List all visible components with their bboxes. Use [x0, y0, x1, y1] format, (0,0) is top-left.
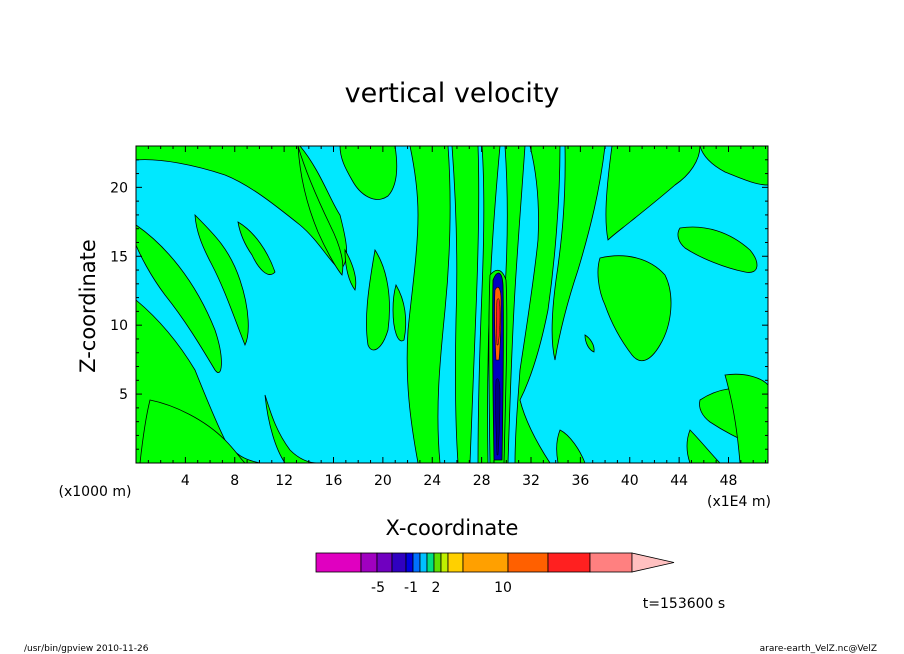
x-tick-label: 24 — [423, 473, 441, 489]
y-axis-ticks: 5 10 15 20 — [110, 159, 768, 450]
positive-region — [344, 248, 357, 291]
colorbar-segment — [507, 552, 549, 573]
x-tick-label: 16 — [325, 473, 343, 489]
colorbar-segment — [360, 552, 378, 573]
time-label: t=153600 s — [643, 596, 725, 612]
positive-region — [451, 146, 480, 463]
x-tick-label: 8 — [230, 473, 239, 489]
x-tick-label: 4 — [181, 473, 190, 489]
y-axis-label: Z-coordinate — [76, 239, 100, 373]
positive-region — [699, 146, 768, 186]
colorbar-arrow — [631, 552, 675, 573]
plot-frame — [135, 145, 769, 464]
colorbar-label-10: 10 — [494, 580, 512, 596]
colorbar-segment — [391, 552, 407, 573]
x-tick-label: 32 — [522, 473, 540, 489]
footer-right: arare-earth_VelZ.nc@VelZ — [760, 644, 877, 654]
positive-region — [136, 224, 222, 373]
x-axis-label: X-coordinate — [386, 516, 519, 540]
positive-region — [551, 146, 606, 361]
y-tick-label: 15 — [110, 249, 128, 265]
x-unit-left: (x1000 m) — [59, 484, 132, 500]
downdraft-streak — [495, 378, 501, 456]
positive-region — [556, 429, 586, 463]
colorbar-segment — [447, 552, 464, 573]
colorbar-segment — [376, 552, 393, 573]
updraft-peak — [496, 298, 501, 346]
positive-velocity-regions — [136, 146, 768, 463]
colorbar — [315, 552, 675, 573]
x-tick-label: 36 — [571, 473, 589, 489]
x-tick-label: 12 — [275, 473, 293, 489]
colorbar-segment — [412, 552, 421, 573]
y-tick-label: 10 — [110, 318, 128, 334]
positive-region — [297, 146, 344, 276]
chart-title: vertical velocity — [345, 78, 560, 109]
colorbar-label-neg1: -1 — [404, 580, 418, 596]
x-tick-label: 28 — [473, 473, 491, 489]
colorbar-label-2: 2 — [432, 580, 441, 596]
positive-region — [605, 146, 701, 241]
positive-region — [514, 146, 561, 463]
colorbar-segment — [315, 552, 362, 573]
positive-region — [677, 226, 758, 273]
x-axis-ticks: 4 8 12 16 20 24 28 32 36 40 44 48 — [147, 146, 767, 489]
colorbar-segment — [547, 552, 591, 573]
y-tick-label: 5 — [119, 387, 128, 403]
positive-region — [194, 213, 249, 346]
footer-left: /usr/bin/gpview 2010-11-26 — [24, 644, 149, 654]
colorbar-segment — [426, 552, 435, 573]
positive-region — [136, 146, 347, 271]
positive-region — [264, 394, 319, 463]
x-unit-right: (x1E4 m) — [707, 494, 771, 510]
colorbar-segment — [462, 552, 509, 573]
y-tick-label: 20 — [110, 180, 128, 196]
x-tick-label: 48 — [720, 473, 738, 489]
colorbar-segment — [433, 552, 442, 573]
positive-region — [597, 255, 672, 362]
positive-region — [584, 334, 595, 353]
colorbar-label-neg5: -5 — [371, 580, 385, 596]
x-tick-label: 20 — [374, 473, 392, 489]
x-tick-label: 44 — [670, 473, 688, 489]
positive-region — [339, 146, 398, 200]
colorbar-segment — [440, 552, 449, 573]
positive-region — [724, 373, 768, 463]
positive-region — [686, 429, 721, 463]
x-tick-label: 40 — [621, 473, 639, 489]
colorbar-segment — [589, 552, 633, 573]
positive-region — [406, 146, 451, 463]
positive-region — [237, 221, 276, 275]
colorbar-segment — [405, 552, 414, 573]
central-updraft-column — [488, 269, 508, 463]
positive-region — [366, 248, 390, 351]
colorbar-segment — [419, 552, 428, 573]
positive-region — [139, 399, 246, 463]
positive-region — [392, 284, 407, 342]
